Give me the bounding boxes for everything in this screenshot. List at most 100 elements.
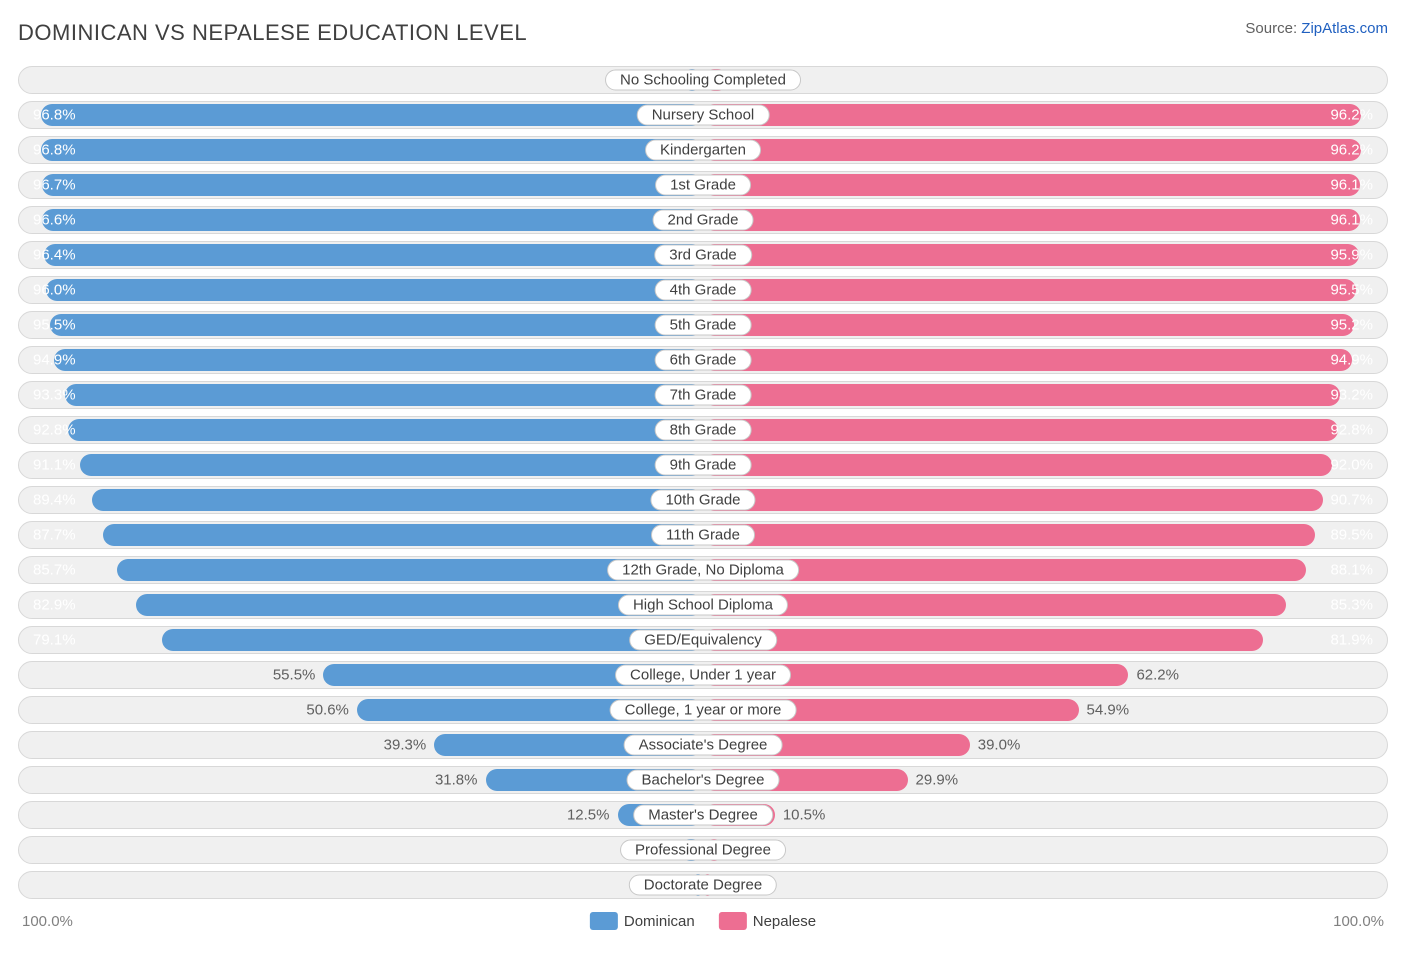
value-label-left: 87.7% (33, 527, 76, 544)
value-label-right: 96.1% (1330, 177, 1373, 194)
legend-label-right: Nepalese (753, 913, 816, 930)
row-half-left: 12.5% (19, 802, 703, 828)
row-half-right: 88.1% (703, 557, 1387, 583)
category-label: Master's Degree (633, 805, 773, 826)
bar-left (80, 454, 703, 476)
category-label: College, 1 year or more (610, 700, 797, 721)
bar-left (42, 174, 703, 196)
category-label: Nursery School (637, 105, 770, 126)
value-label-right: 54.9% (1087, 702, 1130, 719)
chart-row: 50.6% 54.9% College, 1 year or more (18, 696, 1388, 724)
value-label-right: 29.9% (916, 772, 959, 789)
chart-row: 92.8%92.8%8th Grade (18, 416, 1388, 444)
category-label: Associate's Degree (624, 735, 783, 756)
source-link[interactable]: ZipAtlas.com (1301, 20, 1388, 37)
bar-left (54, 349, 703, 371)
value-label-left: 31.8% (435, 772, 478, 789)
value-label-left: 50.6% (306, 702, 349, 719)
row-half-right: 90.7% (703, 487, 1387, 513)
bar-right (703, 244, 1359, 266)
legend-swatch-left (590, 912, 618, 930)
value-label-right: 92.8% (1330, 422, 1373, 439)
value-label-left: 12.5% (567, 807, 610, 824)
category-label: 7th Grade (655, 385, 752, 406)
row-half-right: 3.8% (703, 67, 1387, 93)
category-label: 2nd Grade (653, 210, 754, 231)
category-label: 3rd Grade (654, 245, 752, 266)
category-label: GED/Equivalency (629, 630, 777, 651)
chart-row: 95.5%95.2%5th Grade (18, 311, 1388, 339)
row-half-right: 96.2% (703, 102, 1387, 128)
chart-rows: 3.2%3.8%No Schooling Completed96.8%96.2%… (18, 66, 1388, 899)
bar-right (703, 454, 1332, 476)
chart-row: 82.9%85.3%High School Diploma (18, 591, 1388, 619)
row-half-right: 85.3% (703, 592, 1387, 618)
chart-row: 96.7% 96.1% 1st Grade (18, 171, 1388, 199)
value-label-left: 96.8% (33, 107, 76, 124)
source-prefix: Source: (1245, 20, 1301, 37)
value-label-right: 90.7% (1330, 492, 1373, 509)
row-half-right: 95.5% (703, 277, 1387, 303)
value-label-left: 89.4% (33, 492, 76, 509)
legend-swatch-right (719, 912, 747, 930)
row-half-left: 55.5% (19, 662, 703, 688)
category-label: 8th Grade (655, 420, 752, 441)
row-half-right: 89.5% (703, 522, 1387, 548)
chart-row: 96.8% 96.2% Nursery School (18, 101, 1388, 129)
row-half-left: 92.8% (19, 417, 703, 443)
row-half-left: 95.5% (19, 312, 703, 338)
bar-right (703, 594, 1286, 616)
value-label-left: 79.1% (33, 632, 76, 649)
row-half-right: 10.5% (703, 802, 1387, 828)
bar-left (46, 279, 703, 301)
category-label: 1st Grade (655, 175, 751, 196)
row-half-left: 96.8% (19, 137, 703, 163)
category-label: 11th Grade (651, 525, 755, 546)
chart-container: DOMINICAN VS NEPALESE EDUCATION LEVEL So… (0, 0, 1406, 975)
value-label-left: 82.9% (33, 597, 76, 614)
row-half-left: 3.5% (19, 837, 703, 863)
chart-row: 85.7% 88.1%12th Grade, No Diploma (18, 556, 1388, 584)
row-half-left: 89.4% (19, 487, 703, 513)
value-label-left: 96.7% (33, 177, 76, 194)
chart-footer: 100.0% Dominican Nepalese 100.0% (18, 909, 1388, 933)
bar-right (703, 104, 1361, 126)
bar-right (703, 384, 1340, 406)
category-label: 4th Grade (655, 280, 752, 301)
value-label-right: 81.9% (1330, 632, 1373, 649)
bar-left (92, 489, 703, 511)
row-half-left: 50.6% (19, 697, 703, 723)
category-label: 5th Grade (655, 315, 752, 336)
row-half-left: 39.3% (19, 732, 703, 758)
value-label-left: 39.3% (384, 737, 427, 754)
row-half-left: 91.1% (19, 452, 703, 478)
value-label-right: 96.2% (1330, 107, 1373, 124)
bar-left (103, 524, 703, 546)
row-half-right: 93.2% (703, 382, 1387, 408)
category-label: No Schooling Completed (605, 70, 801, 91)
value-label-right: 95.9% (1330, 247, 1373, 264)
category-label: Kindergarten (645, 140, 761, 161)
bar-right (703, 139, 1361, 161)
value-label-left: 85.7% (33, 562, 76, 579)
chart-row: 3.5%3.2%Professional Degree (18, 836, 1388, 864)
value-label-left: 94.9% (33, 352, 76, 369)
category-label: 6th Grade (655, 350, 752, 371)
row-half-right: 92.8% (703, 417, 1387, 443)
chart-row: 94.9%94.9%6th Grade (18, 346, 1388, 374)
legend-item-left: Dominican (590, 912, 695, 930)
value-label-right: 85.3% (1330, 597, 1373, 614)
value-label-left: 96.6% (33, 212, 76, 229)
row-half-left: 96.0% (19, 277, 703, 303)
row-half-right: 96.2% (703, 137, 1387, 163)
value-label-right: 96.1% (1330, 212, 1373, 229)
row-half-left: 94.9% (19, 347, 703, 373)
value-label-right: 93.2% (1330, 387, 1373, 404)
chart-row: 1.4%1.3%Doctorate Degree (18, 871, 1388, 899)
category-label: Doctorate Degree (629, 875, 777, 896)
chart-row: 39.3% 39.0%Associate's Degree (18, 731, 1388, 759)
row-half-right: 39.0% (703, 732, 1387, 758)
legend: Dominican Nepalese (590, 912, 816, 930)
bar-left (44, 244, 703, 266)
category-label: 12th Grade, No Diploma (607, 560, 799, 581)
